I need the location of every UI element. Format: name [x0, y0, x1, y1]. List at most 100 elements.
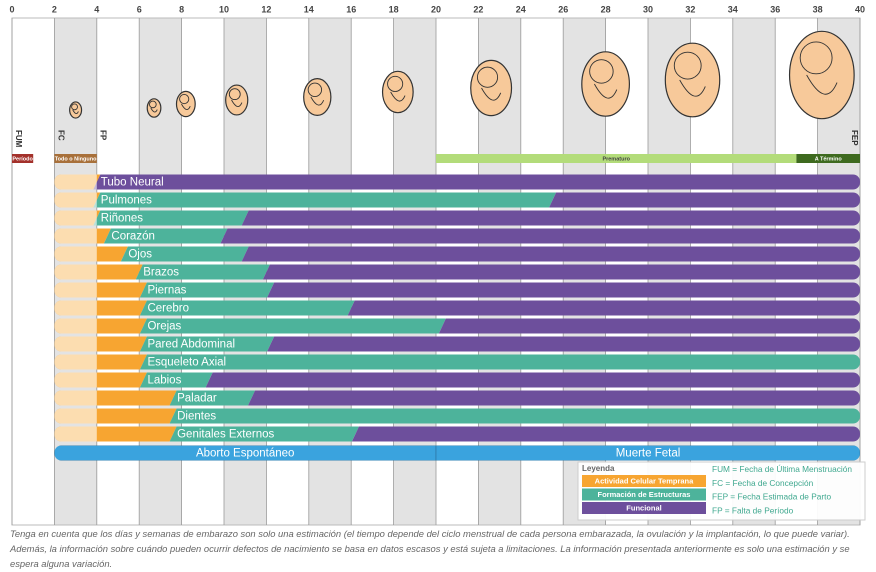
embryo-illustration — [225, 84, 249, 116]
embryo-illustration — [788, 30, 855, 120]
organ-row — [54, 174, 860, 190]
all-or-nothing-fade — [54, 282, 97, 298]
embryo-illustration — [581, 51, 630, 117]
period-label: Todo o Ninguno — [55, 156, 97, 162]
phase-segment — [103, 228, 228, 244]
organ-label: Riñones — [101, 213, 143, 225]
legend-label: Formación de Estructuras — [598, 490, 691, 499]
x-tick-label: 22 — [473, 4, 483, 14]
x-tick-label: 18 — [389, 4, 399, 14]
marker-label: FEP — [850, 130, 859, 146]
all-or-nothing-fade — [54, 426, 97, 442]
phase-segment — [351, 426, 860, 442]
x-tick-label: 6 — [137, 4, 142, 14]
organ-label: Dientes — [177, 411, 216, 423]
embryo-body — [806, 74, 838, 95]
all-or-nothing-fade — [54, 192, 97, 208]
all-or-nothing-fade — [54, 246, 97, 262]
phase-segment — [267, 336, 860, 352]
phase-segment — [241, 210, 860, 226]
loss-label: Muerte Fetal — [616, 448, 681, 460]
organ-label: Cerebro — [147, 303, 189, 315]
embryo-head — [799, 41, 833, 75]
embryo-body — [72, 109, 79, 114]
embryo-head — [228, 88, 241, 101]
marker-label: FP — [99, 130, 108, 141]
phase-segment — [549, 192, 860, 208]
all-or-nothing-fade — [54, 354, 97, 370]
organ-label: Genitales Externos — [177, 429, 274, 441]
organ-row — [54, 318, 860, 334]
legend-swatch — [582, 475, 706, 487]
embryo-head — [307, 82, 323, 97]
embryo-head — [673, 51, 702, 80]
period-label: A Término — [815, 156, 843, 162]
x-tick-label: 14 — [304, 4, 314, 14]
x-tick-label: 32 — [685, 4, 695, 14]
marker-label: FC — [56, 130, 65, 141]
period-bar — [796, 154, 860, 163]
embryo-body — [181, 103, 191, 110]
period-bar — [436, 154, 797, 163]
organ-row — [54, 246, 860, 262]
x-tick-label: 36 — [770, 4, 780, 14]
phase-segment — [220, 228, 860, 244]
x-tick-label: 24 — [516, 4, 526, 14]
x-tick-label: 16 — [346, 4, 356, 14]
organ-label: Orejas — [147, 321, 181, 333]
phase-segment — [241, 246, 860, 262]
legend-swatch — [582, 502, 706, 514]
organ-row — [54, 228, 860, 244]
legend-note: FP = Falta de Período — [712, 505, 794, 515]
embryo-illustration — [470, 59, 513, 117]
phase-segment — [139, 282, 275, 298]
phase-segment — [169, 408, 860, 424]
phase-segment — [205, 372, 860, 388]
embryo-body — [679, 79, 706, 97]
legend-label: Funcional — [626, 503, 661, 512]
all-or-nothing-fade — [54, 372, 97, 388]
x-tick-label: 40 — [855, 4, 865, 14]
embryo-illustration — [381, 70, 414, 114]
embryo-body — [231, 99, 243, 107]
phase-segment — [347, 300, 860, 316]
all-or-nothing-fade — [54, 336, 97, 352]
x-tick-label: 28 — [601, 4, 611, 14]
organ-row — [54, 372, 860, 388]
marker-label: FUM — [14, 130, 23, 148]
all-or-nothing-fade — [54, 174, 97, 190]
organ-row — [54, 336, 860, 352]
embryo-head — [589, 59, 614, 84]
embryo-illustration — [175, 90, 196, 118]
organ-label: Tubo Neural — [101, 177, 164, 189]
phase-segment — [120, 246, 249, 262]
organ-label: Labios — [147, 375, 181, 387]
organ-label: Pared Abdominal — [147, 339, 235, 351]
embryo-head — [476, 66, 499, 88]
embryo-body — [481, 87, 502, 101]
all-or-nothing-fade — [54, 408, 97, 424]
all-or-nothing-fade — [54, 228, 97, 244]
legend-note: FC = Fecha de Concepción — [712, 478, 814, 488]
x-tick-label: 0 — [9, 4, 14, 14]
phase-segment — [438, 318, 860, 334]
x-tick-label: 12 — [261, 4, 271, 14]
embryo-body — [594, 83, 618, 99]
period-label: Prematuro — [602, 156, 630, 162]
organ-row — [54, 408, 860, 424]
legend-title: Leyenda — [582, 464, 615, 473]
phase-segment — [248, 390, 860, 406]
x-tick-label: 26 — [558, 4, 568, 14]
phase-segment — [139, 300, 355, 316]
x-tick-label: 30 — [643, 4, 653, 14]
phase-segment — [139, 318, 446, 334]
phase-segment — [262, 264, 860, 280]
organ-row — [54, 426, 860, 442]
embryo-body — [310, 96, 325, 106]
phase-segment — [93, 174, 860, 190]
phase-segment — [93, 210, 249, 226]
embryo-body — [390, 91, 406, 102]
embryo-head — [149, 100, 157, 109]
x-tick-label: 20 — [431, 4, 441, 14]
